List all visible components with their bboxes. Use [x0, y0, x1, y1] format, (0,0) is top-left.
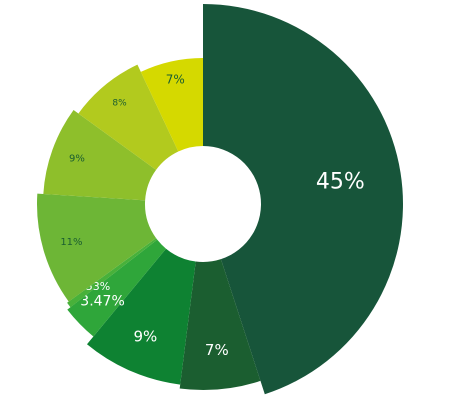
slice-label: 45% — [316, 169, 365, 194]
slice-label: 7% — [205, 341, 229, 359]
slice-label: 9% — [134, 328, 158, 346]
pie-slice — [36, 193, 157, 302]
pie-slice — [179, 259, 261, 391]
pie-slice — [140, 58, 203, 152]
slice-label: 3.47% — [80, 294, 124, 310]
pie-slice — [67, 239, 167, 337]
pie-slice — [67, 238, 158, 308]
slice-label: 9% — [69, 154, 85, 165]
slice-label: 8% — [112, 99, 127, 109]
slice-label: 11% — [60, 237, 82, 248]
pie-slice — [86, 248, 196, 385]
pie-slice — [78, 64, 179, 170]
pie-slice — [43, 109, 157, 201]
slice-label: 7% — [166, 73, 185, 87]
pie-slice — [203, 4, 403, 395]
